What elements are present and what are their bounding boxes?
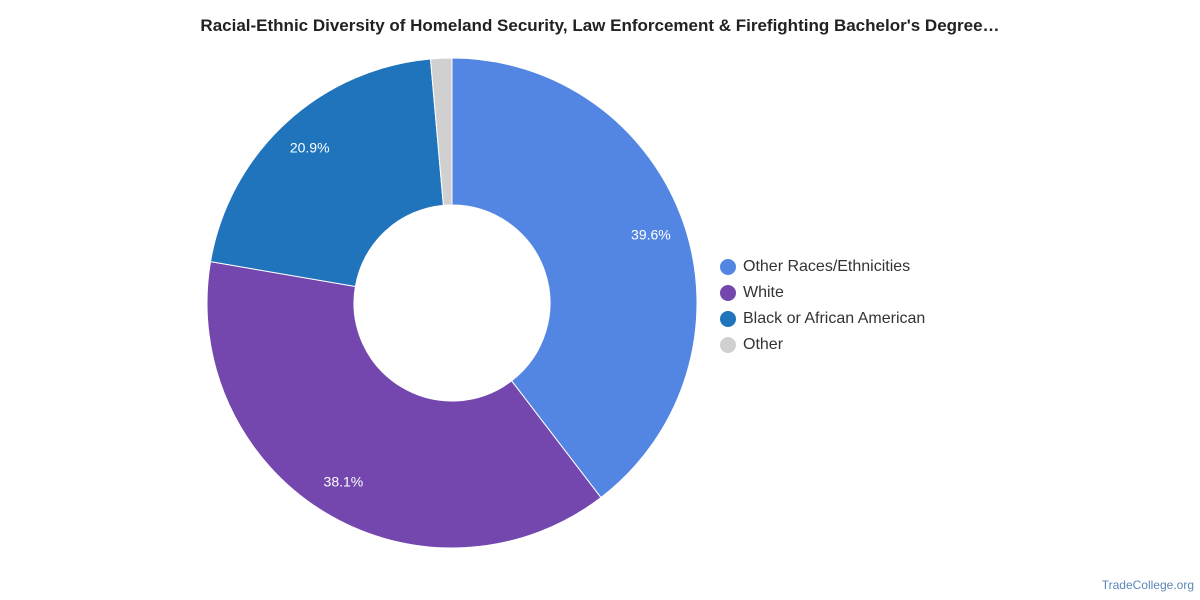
donut-slice-other[interactable] [429,57,453,206]
legend-item[interactable]: Other Races/Ethnicities [720,254,925,280]
legend-swatch [720,337,736,353]
source-credit-link[interactable]: TradeCollege.org [1101,578,1194,592]
chart-title: Racial-Ethnic Diversity of Homeland Secu… [200,16,1000,35]
slice-value-label: 39.6% [631,226,671,242]
legend-label: Black or African American [743,310,926,327]
legend-item[interactable]: White [720,280,925,306]
legend-label: Other Races/Ethnicities [743,258,911,275]
legend-label: White [743,284,784,301]
donut-slice-black-or-african-american[interactable] [209,58,444,288]
legend-swatch [720,285,736,301]
donut-slice-white[interactable] [206,261,602,549]
donut-slice-other-races-ethnicities[interactable] [451,57,698,499]
legend-swatch [720,311,736,327]
legend-swatch [720,259,736,275]
slice-value-label: 20.9% [290,139,330,155]
chart-legend: Other Races/Ethnicities White Black or Afr… [720,254,925,358]
legend-label: Other [743,336,784,353]
legend-item[interactable]: Other [720,332,925,358]
slice-value-label: 38.1% [324,473,364,489]
legend-item[interactable]: Black or African American [720,306,925,332]
